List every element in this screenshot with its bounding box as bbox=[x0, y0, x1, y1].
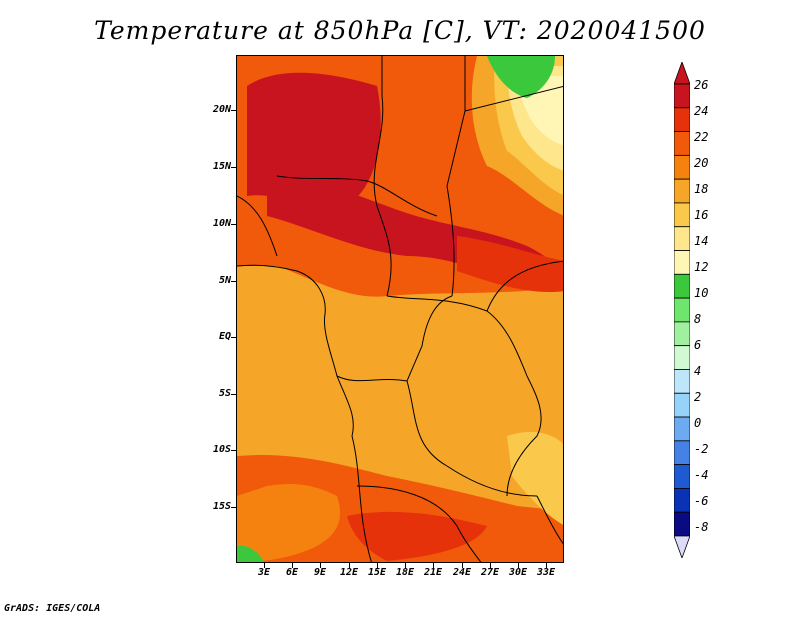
colorbar-swatch bbox=[673, 511, 691, 537]
colorbar-under-triangle bbox=[673, 535, 691, 560]
colorbar-swatch bbox=[673, 345, 691, 370]
colorbar-swatch bbox=[673, 154, 691, 180]
colorbar-swatch bbox=[673, 369, 691, 394]
colorbar-swatch bbox=[673, 392, 691, 418]
colorbar-label: 22 bbox=[694, 130, 709, 144]
colorbar-swatch bbox=[673, 250, 691, 275]
grads-credit: GrADS: IGES/COLA bbox=[4, 603, 101, 614]
colorbar-swatch bbox=[673, 107, 691, 132]
x-tick-label: 9E bbox=[313, 567, 327, 578]
x-tick-label: 18E bbox=[395, 567, 415, 578]
y-tick-label: 20N bbox=[212, 104, 231, 115]
plot-title: Temperature at 850hPa [C], VT: 202004150… bbox=[94, 16, 706, 45]
colorbar-label: 12 bbox=[694, 260, 709, 274]
colorbar-label: 10 bbox=[694, 286, 709, 300]
colorbar-label: -8 bbox=[694, 520, 709, 534]
x-tick-label: 27E bbox=[480, 567, 500, 578]
y-tick-label: 5S bbox=[218, 388, 231, 399]
colorbar-label: 8 bbox=[694, 312, 702, 326]
x-tick-label: 24E bbox=[452, 567, 472, 578]
colorbar-label: 16 bbox=[694, 208, 709, 222]
y-tick-label: 15S bbox=[212, 501, 231, 512]
colorbar-swatch bbox=[673, 178, 691, 204]
colorbar-swatch bbox=[673, 273, 691, 299]
colorbar-swatch bbox=[673, 440, 691, 466]
colorbar-swatch bbox=[673, 226, 691, 251]
colorbar-label: 18 bbox=[694, 182, 709, 196]
x-tick-label: 30E bbox=[508, 567, 528, 578]
colorbar-swatch bbox=[673, 83, 691, 109]
colorbar-label: 6 bbox=[694, 338, 702, 352]
y-tick-label: 10S bbox=[212, 444, 231, 455]
x-tick-label: 3E bbox=[257, 567, 271, 578]
x-tick-label: 33E bbox=[536, 567, 556, 578]
temperature-map bbox=[236, 55, 564, 563]
colorbar-swatch bbox=[673, 321, 691, 347]
colorbar-label: -6 bbox=[694, 494, 709, 508]
y-tick-label: 10N bbox=[212, 218, 231, 229]
x-tick-label: 6E bbox=[285, 567, 299, 578]
colorbar-swatch bbox=[673, 416, 691, 442]
colorbar bbox=[673, 60, 691, 560]
colorbar-label: 26 bbox=[694, 78, 709, 92]
colorbar-label: -2 bbox=[694, 442, 709, 456]
colorbar-label: 20 bbox=[694, 156, 709, 170]
colorbar-label: 2 bbox=[694, 390, 702, 404]
colorbar-label: 24 bbox=[694, 104, 709, 118]
colorbar-swatch bbox=[673, 202, 691, 228]
colorbar-swatch bbox=[673, 297, 691, 323]
colorbar-over-triangle bbox=[673, 60, 691, 85]
x-tick-label: 21E bbox=[423, 567, 443, 578]
colorbar-label: 4 bbox=[694, 364, 702, 378]
colorbar-swatch bbox=[673, 464, 691, 489]
colorbar-label: 14 bbox=[694, 234, 709, 248]
colorbar-swatch bbox=[673, 131, 691, 156]
y-tick-label: 5N bbox=[218, 275, 231, 286]
colorbar-swatch bbox=[673, 488, 691, 513]
colorbar-label: -4 bbox=[694, 468, 709, 482]
x-tick-label: 15E bbox=[367, 567, 387, 578]
colorbar-label: 0 bbox=[694, 416, 702, 430]
x-tick-label: 12E bbox=[339, 567, 359, 578]
y-tick-label: EQ bbox=[218, 331, 231, 342]
y-tick-label: 15N bbox=[212, 161, 231, 172]
